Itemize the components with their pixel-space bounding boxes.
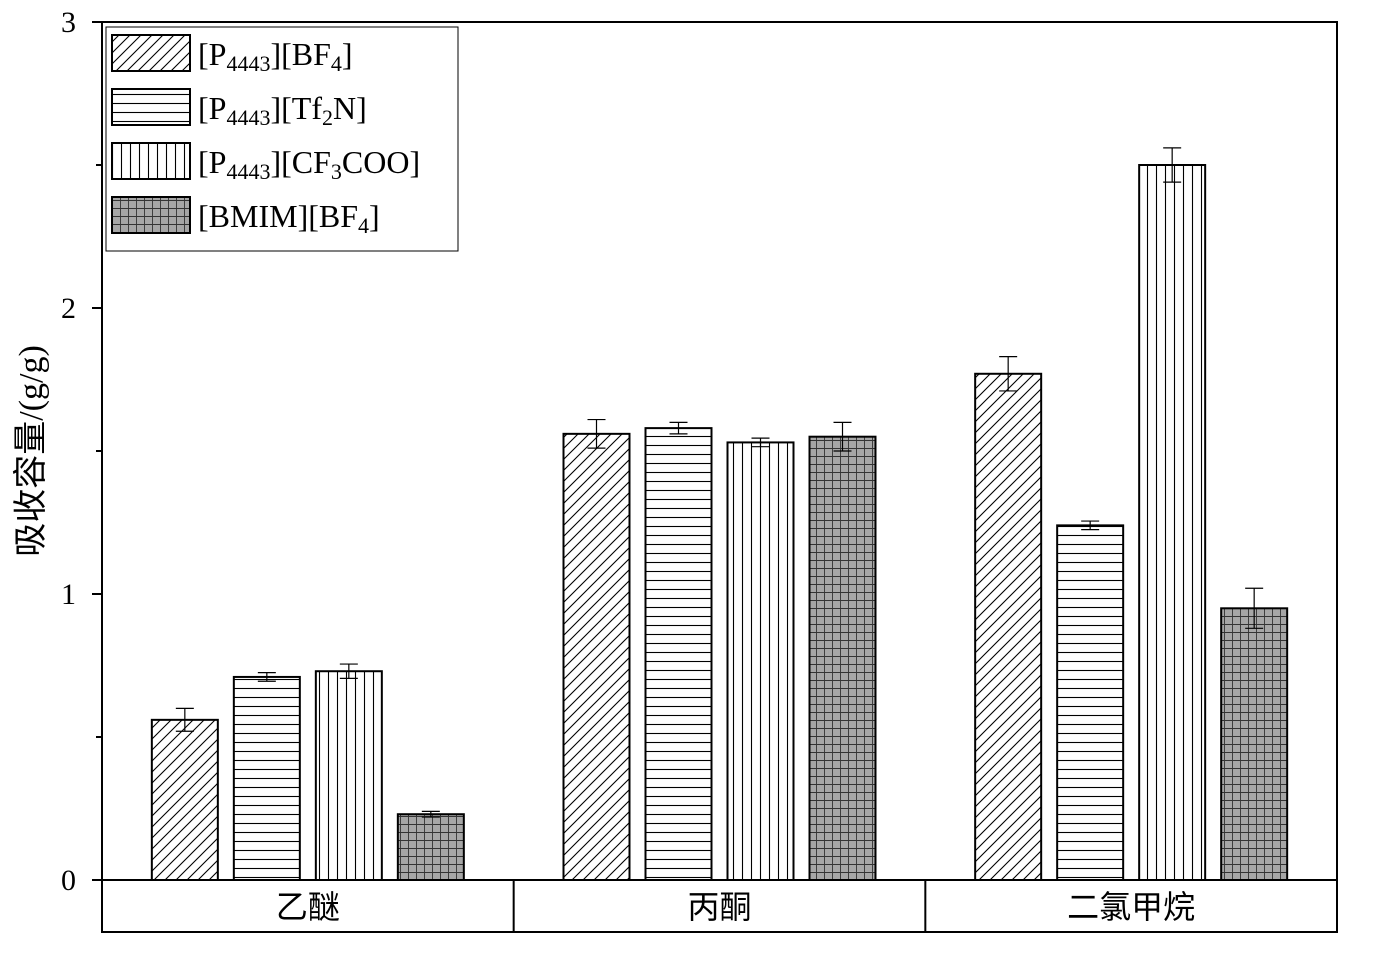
y-tick-label: 0 <box>61 864 76 897</box>
bar <box>974 372 1043 881</box>
bar <box>150 718 219 882</box>
bar <box>396 813 465 881</box>
legend-label: [P4443][Tf2N] <box>198 90 367 130</box>
bar <box>1138 164 1207 881</box>
bar <box>1056 524 1125 881</box>
legend-swatch <box>111 88 191 126</box>
bar <box>232 675 301 881</box>
y-axis-label: 吸收容量/(g/g) <box>12 345 50 557</box>
bar <box>1220 607 1289 881</box>
category-label: 丙酮 <box>687 889 751 925</box>
bar <box>314 670 383 881</box>
category-label: 乙醚 <box>276 889 340 925</box>
y-tick-label: 2 <box>61 292 76 325</box>
bar <box>644 427 713 881</box>
y-tick-label: 1 <box>61 578 76 611</box>
y-tick-label: 3 <box>61 6 76 39</box>
category-label: 二氯甲烷 <box>1067 889 1195 925</box>
category-strip <box>101 879 1338 933</box>
bar <box>562 432 631 881</box>
legend-swatch <box>111 142 191 180</box>
legend-label: [P4443][CF3COO] <box>198 144 420 184</box>
legend-swatch <box>111 196 191 234</box>
legend-label: [P4443][BF4] <box>198 36 353 76</box>
legend-swatch <box>111 34 191 72</box>
bar <box>808 435 877 881</box>
bar <box>726 441 795 881</box>
legend-label: [BMIM][BF4] <box>198 198 380 238</box>
